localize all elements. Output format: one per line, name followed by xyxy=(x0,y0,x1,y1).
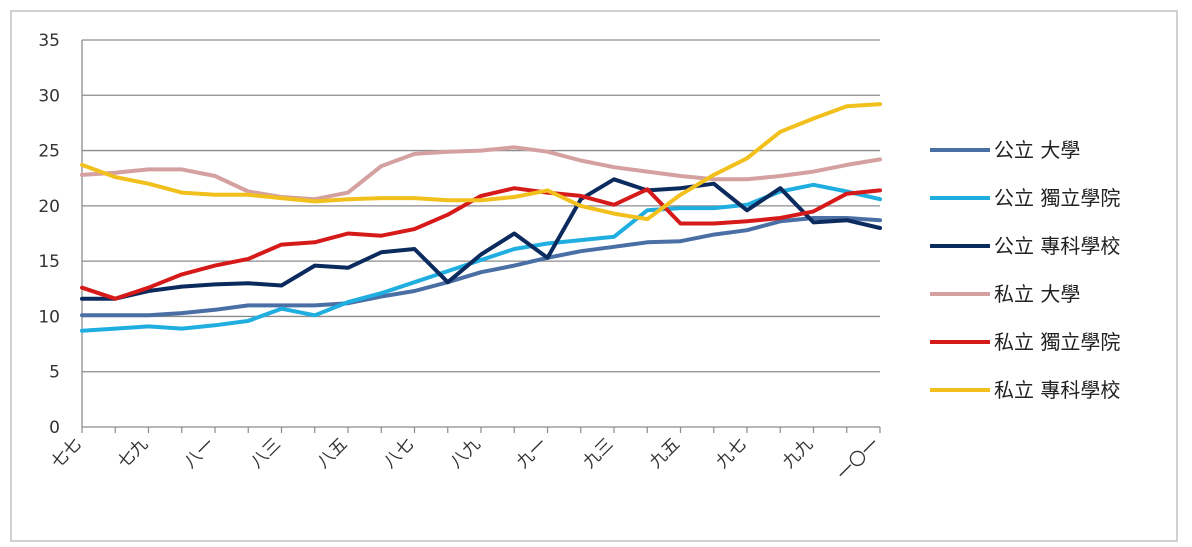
legend-label-2: 公立 專科學校 xyxy=(994,234,1120,258)
x-tick-label: 八九 xyxy=(446,434,484,472)
x-tick-label: 七七 xyxy=(47,434,85,472)
x-axis: 七七 七九 八一 八三 八五 八七 八九 九一 九三 九五 九七 九九 一〇一 xyxy=(47,427,884,485)
x-tick-label: 九七 xyxy=(712,434,750,472)
x-tick-label: 九一 xyxy=(513,434,551,472)
series-line-2 xyxy=(80,177,882,301)
x-tick-label: 九五 xyxy=(646,434,684,472)
y-tick-label: 30 xyxy=(38,86,60,106)
series-line-3 xyxy=(80,145,882,202)
legend-label-0: 公立 大學 xyxy=(994,138,1080,162)
x-tick-label: 七九 xyxy=(114,434,152,472)
x-tick-label: 八七 xyxy=(380,434,418,472)
y-tick-label: 25 xyxy=(38,142,60,162)
legend-label-5: 私立 專科學校 xyxy=(994,378,1120,402)
y-axis: 0 5 10 15 20 25 30 35 xyxy=(38,31,83,438)
series-line-0 xyxy=(80,216,882,318)
y-tick-label: 15 xyxy=(38,252,60,272)
series-line-5 xyxy=(80,102,882,222)
legend-label-4: 私立 獨立學院 xyxy=(994,330,1120,354)
y-tick-label: 5 xyxy=(49,363,60,383)
y-tick-label: 35 xyxy=(38,31,60,51)
chart-frame xyxy=(10,10,1178,542)
legend-label-3: 私立 大學 xyxy=(994,282,1080,306)
x-tick-label: 八五 xyxy=(313,434,351,472)
x-tick-label: 八一 xyxy=(180,434,218,472)
y-tick-label: 0 xyxy=(49,418,60,438)
series-lines xyxy=(80,102,882,333)
x-tick-label: 一〇一 xyxy=(833,434,883,484)
x-tick-label: 九九 xyxy=(779,434,817,472)
series-line-1 xyxy=(80,182,882,333)
legend-label-1: 公立 獨立學院 xyxy=(994,186,1120,210)
gridlines xyxy=(82,39,880,428)
series-line-4 xyxy=(80,186,882,301)
y-tick-label: 10 xyxy=(38,307,60,327)
x-tick-label: 八三 xyxy=(247,434,285,472)
x-tick-label: 九三 xyxy=(579,434,617,472)
y-tick-label: 20 xyxy=(38,197,60,217)
